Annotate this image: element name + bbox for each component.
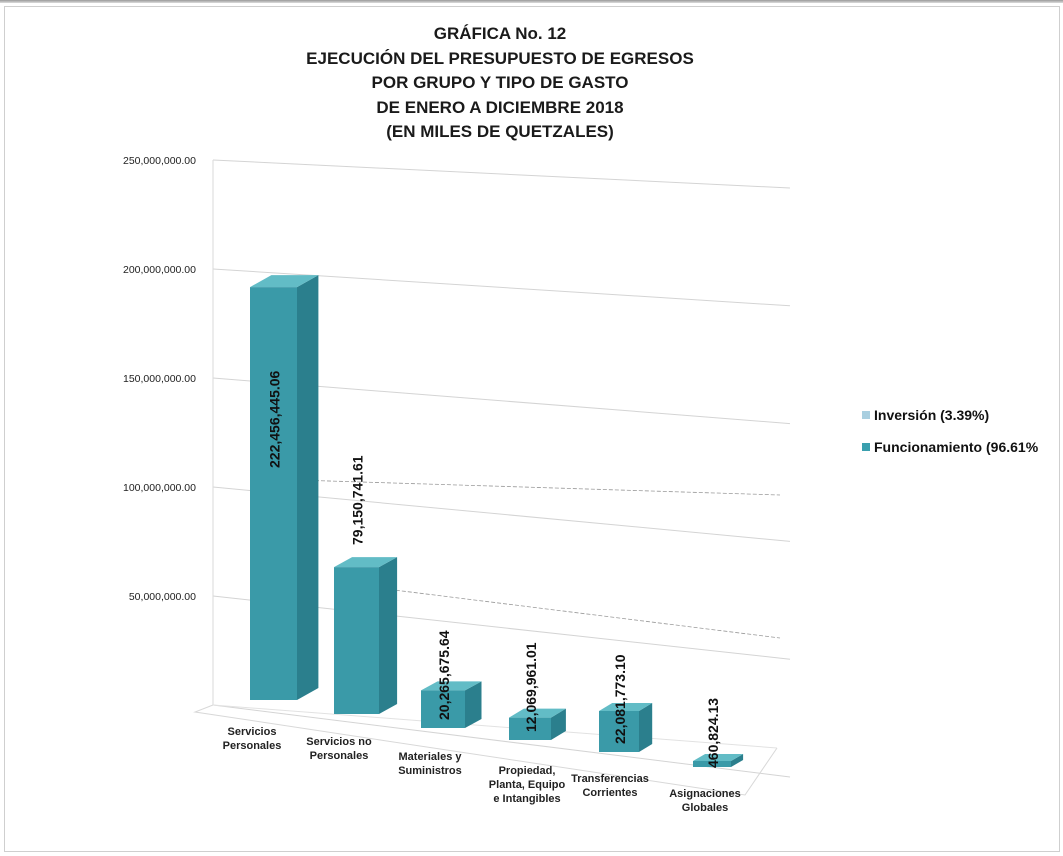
bar-top-5: [693, 754, 744, 761]
title-line-1: GRÁFICA No. 12: [433, 24, 567, 43]
category-label-1-0: Servicios no: [306, 736, 372, 748]
title-line-4: DE ENERO A DICIEMBRE 2018: [376, 97, 624, 117]
bar-side-4: [639, 703, 653, 752]
legend-item-funcionamiento: Funcionamiento (96.61%: [862, 436, 1038, 458]
category-label-3-0: Propiedad,: [499, 765, 556, 777]
bar-4: [599, 711, 639, 752]
data-label-4: 22,081,773.10: [612, 654, 628, 744]
floor-back-edge: [212, 704, 778, 749]
category-label-0-0: Servicios: [228, 726, 277, 738]
category-label-5-1: Globales: [682, 802, 728, 814]
category-label-1-1: Personales: [310, 750, 369, 762]
chart-title: GRÁFICA No. 12 EJECUCIÓN DEL PRESUPUESTO…: [230, 22, 770, 145]
bar-3: [509, 717, 551, 740]
guide-line-1: [296, 479, 781, 496]
bar-side-0: [297, 275, 319, 700]
category-label-3-2: e Intangibles: [493, 793, 560, 805]
legend-label-inversion: Inversión (3.39%): [874, 407, 990, 423]
legend-swatch-funcionamiento: [862, 443, 870, 451]
ytick-label-2: 100,000,000.00: [123, 482, 196, 494]
bar-top-0: [250, 275, 319, 288]
gridline-5: [212, 159, 791, 189]
data-label-1: 79,150,741.61: [350, 455, 366, 545]
category-label-5-0: Asignaciones: [669, 788, 741, 800]
guide-line-2: [377, 587, 781, 639]
title-line-2: EJECUCIÓN DEL PRESUPUESTO DE EGRESOS: [306, 48, 694, 68]
ytick-label-4: 200,000,000.00: [123, 264, 196, 276]
bar-side-5: [731, 754, 744, 767]
legend-item-inversion: Inversión (3.39%): [862, 404, 1038, 426]
title-line-3: POR GRUPO Y TIPO DE GASTO: [371, 73, 629, 92]
ytick-label-5: 250,000,000.00: [123, 155, 196, 167]
top-rule: [0, 0, 1063, 3]
bar-top-3: [509, 708, 566, 718]
category-label-4-1: Corrientes: [582, 787, 637, 799]
category-label-0-1: Personales: [223, 740, 282, 752]
data-label-3: 12,069,961.01: [523, 642, 539, 732]
floor-outline: [193, 704, 778, 796]
bar-5: [693, 761, 731, 767]
bar-side-2: [465, 681, 482, 728]
bar-side-3: [551, 708, 566, 740]
data-label-0: 222,456,445.06: [267, 370, 283, 468]
category-label-4-0: Transferencias: [571, 773, 649, 785]
bar-top-1: [334, 557, 398, 568]
bar-0: [250, 287, 297, 700]
chart-frame: [4, 6, 1060, 852]
ytick-label-3: 150,000,000.00: [123, 373, 196, 385]
bar-side-1: [379, 557, 398, 714]
category-label-2-0: Materiales y: [399, 751, 463, 763]
data-label-2: 20,265,675.64: [436, 630, 452, 720]
legend: Inversión (3.39%) Funcionamiento (96.61%: [862, 404, 1038, 468]
title-line-5: (EN MILES DE QUETZALES): [386, 122, 614, 141]
category-label-2-1: Suministros: [398, 765, 462, 777]
bar-2: [421, 690, 465, 728]
bar-top-4: [599, 703, 653, 711]
legend-label-funcionamiento: Funcionamiento (96.61%: [874, 439, 1039, 455]
bar-top-2: [421, 681, 482, 691]
bar-1: [334, 567, 379, 714]
ytick-label-1: 50,000,000.00: [129, 591, 196, 603]
legend-swatch-inversion: [862, 411, 870, 419]
data-label-5: 460,824.13: [705, 698, 721, 768]
category-label-3-1: Planta, Equipo: [489, 779, 566, 791]
